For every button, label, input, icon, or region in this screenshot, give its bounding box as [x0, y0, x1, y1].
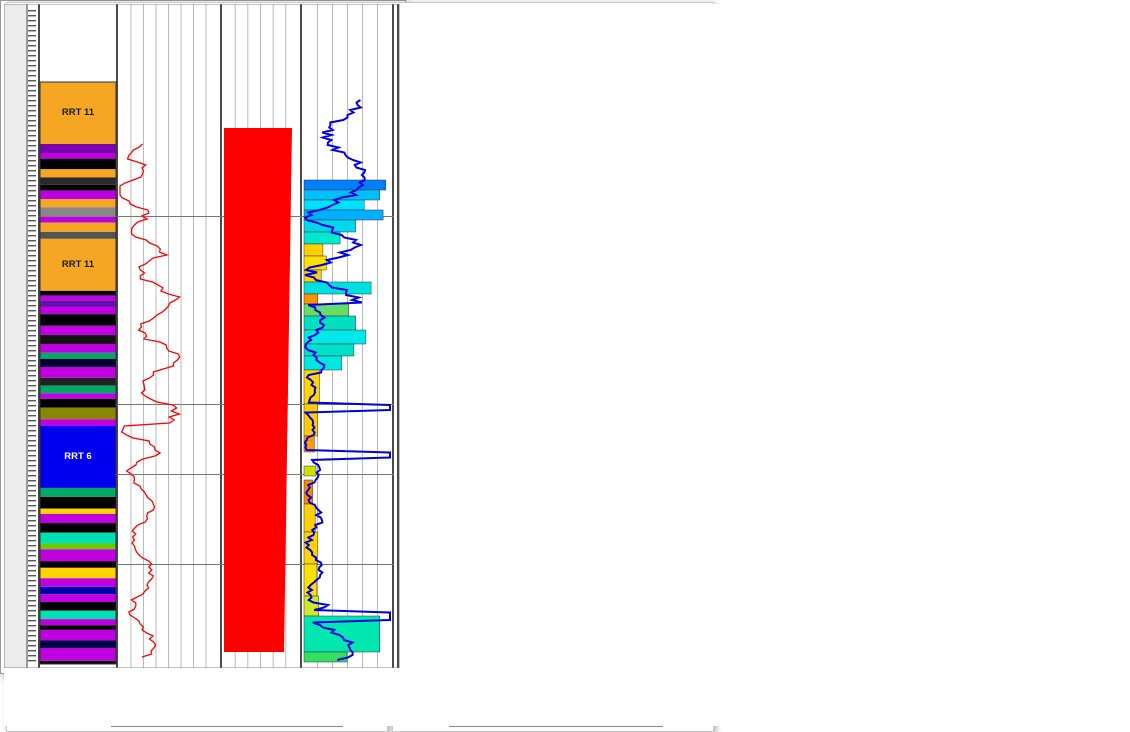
- well-log-panel[interactable]: RRT 11 RRT 11 RRT 6: [0, 0, 406, 674]
- well-log-canvas: [4, 4, 400, 668]
- well-log-tracks: RRT 11 RRT 11 RRT 6: [4, 4, 1126, 726]
